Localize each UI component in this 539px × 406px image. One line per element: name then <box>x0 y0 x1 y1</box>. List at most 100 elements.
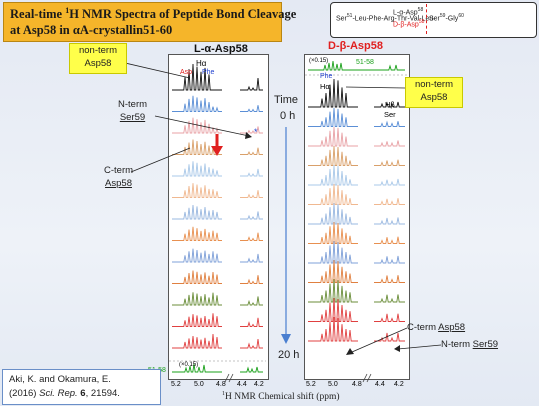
right-ref-trace <box>308 60 405 71</box>
left-trace-10 <box>172 292 222 306</box>
left-trace-8 <box>172 248 222 263</box>
reference-citation: (2016) Sci. Rep. 6, 21594. <box>9 388 120 399</box>
left-tick-4.2: 4.2 <box>254 381 264 388</box>
right-spectra-panel <box>304 54 410 380</box>
reference-authors: Aki, K. and Okamura, E. <box>9 374 111 385</box>
left-trace-1 <box>172 95 222 112</box>
right-trace-tail-7 <box>374 236 405 244</box>
pointer-nterm-right-head <box>394 345 400 352</box>
right-trace-tail-9 <box>374 275 405 283</box>
time-label: Time <box>274 94 299 106</box>
left-trace-tail-8 <box>240 253 263 263</box>
pointer-nterm-right <box>397 344 442 350</box>
pointer-nonterm-left <box>124 62 191 79</box>
reference-box: Aki, K. and Okamura, E. (2016) Sci. Rep.… <box>2 369 161 405</box>
right-trace-tail-3 <box>374 159 405 166</box>
sequence-l-asp: L-α-Asp58 <box>393 7 424 17</box>
right-trace-tail-5 <box>374 198 405 205</box>
right-trace-tail-8 <box>374 255 405 264</box>
left-phe-label: Phe <box>202 69 215 76</box>
left-trace-tail-7 <box>240 232 263 241</box>
right-h-beta-label: Hβ <box>385 100 395 109</box>
left-trace-11 <box>172 313 222 327</box>
left-tick-5.0: 5.0 <box>194 381 204 388</box>
left-trace-3 <box>172 139 222 155</box>
right-trace-10 <box>308 278 358 303</box>
right-trace-0 <box>308 78 358 108</box>
right-tick-4.2: 4.2 <box>394 381 404 388</box>
sequence-box <box>330 2 537 38</box>
left-trace-tail-1 <box>240 105 263 112</box>
right-trace-tail-2 <box>374 140 405 147</box>
right-trace-3 <box>308 145 358 166</box>
time-end-label: 20 h <box>278 349 300 361</box>
right-trace-tail-4 <box>374 178 405 186</box>
nonterm-asp58-callout-left: non-term Asp58 <box>69 43 127 74</box>
right-trace-tail-1 <box>374 120 405 127</box>
left-trace-9 <box>172 270 222 284</box>
pointer-cterm-right <box>351 327 408 353</box>
right-h-alpha-label: Hα <box>320 82 330 91</box>
left-trace-tail-6 <box>240 211 263 220</box>
time-arrow-head <box>281 334 291 344</box>
pointer-nterm-left <box>154 115 250 137</box>
title-line-1: Real-time 1H NMR Spectra of Peptide Bond… <box>10 6 297 22</box>
right-trace-tail-10 <box>374 294 405 303</box>
axis-break-1 <box>362 373 372 383</box>
x-axis-label: 1H NMR Chemical shift (ppm) <box>222 391 340 403</box>
nterm-ser59-label-left: N-term Ser59 <box>118 99 148 123</box>
right-trace-tail-12 <box>374 332 405 342</box>
left-trace-0 <box>172 63 222 91</box>
left-h-alpha-label: Hα <box>196 59 207 68</box>
right-panel-title: D-β-Asp58 <box>328 40 383 52</box>
left-ref-trace <box>172 363 222 373</box>
left-panel-title: L-α-Asp58 <box>194 43 248 55</box>
sequence-d-asp: D-β-Asp58 <box>393 19 425 29</box>
left-trace-tail-10 <box>240 296 263 306</box>
left-trace-tail-12 <box>240 338 263 349</box>
pointer-cterm-left <box>130 147 191 173</box>
right-trace-11 <box>308 297 358 322</box>
right-trace-6 <box>308 202 358 225</box>
left-tick-5.2: 5.2 <box>171 381 181 388</box>
cterm-asp58-label-left: C-term Asp58 <box>104 165 134 189</box>
right-trace-12 <box>308 316 358 342</box>
right-trace-tail-6 <box>374 217 405 225</box>
time-start-label: 0 h <box>280 110 296 122</box>
cterm-asp58-label-right: C-term Asp58 <box>407 322 466 333</box>
title-line-2: at Asp58 in αA-crystallin51-60 <box>10 23 173 37</box>
left-trace-tail-0 <box>240 77 263 91</box>
right-trace-tail-0 <box>374 101 405 108</box>
left-trace-tail-4 <box>240 168 263 177</box>
left-ref-trace-tail <box>240 366 263 373</box>
left-asp-label: Asp <box>180 69 193 76</box>
pointer-cterm-right-head <box>346 348 354 355</box>
pointer-nonterm-right <box>345 86 406 89</box>
left-scale-note: (×0.15) <box>179 362 199 368</box>
sequence-suffix: Ser59-Gly60 <box>429 13 464 23</box>
left-trace-4 <box>172 161 222 177</box>
right-trace-tail-11 <box>374 313 405 322</box>
nterm-ser59-label-right: N-term Ser59 <box>441 339 499 350</box>
sequence-prefix: Ser51-Leu-Phe-Arg-Thr-Val-Leu- <box>336 13 436 23</box>
right-ref-label: 51-58 <box>356 59 374 66</box>
left-trace-tail-9 <box>240 275 263 284</box>
right-tick-4.8: 4.8 <box>352 381 362 388</box>
left-star-marker: * <box>254 127 258 137</box>
right-phe-label: Phe <box>320 73 333 80</box>
right-scale-note: (×0.15) <box>309 58 329 64</box>
right-ser-label: Ser <box>384 110 396 119</box>
left-trace-tail-2 <box>240 126 263 134</box>
left-trace-6 <box>172 204 222 220</box>
right-tick-5.2: 5.2 <box>306 381 316 388</box>
right-trace-9 <box>308 259 358 283</box>
right-trace-5 <box>308 183 358 205</box>
cleavage-site-line <box>426 4 427 34</box>
right-trace-2 <box>308 126 358 147</box>
red-arrow-head <box>211 146 223 156</box>
left-tick-4.8: 4.8 <box>216 381 226 388</box>
pointer-nterm-left-head <box>245 132 252 139</box>
left-trace-tail-5 <box>240 190 263 198</box>
left-tick-4.4: 4.4 <box>237 381 247 388</box>
